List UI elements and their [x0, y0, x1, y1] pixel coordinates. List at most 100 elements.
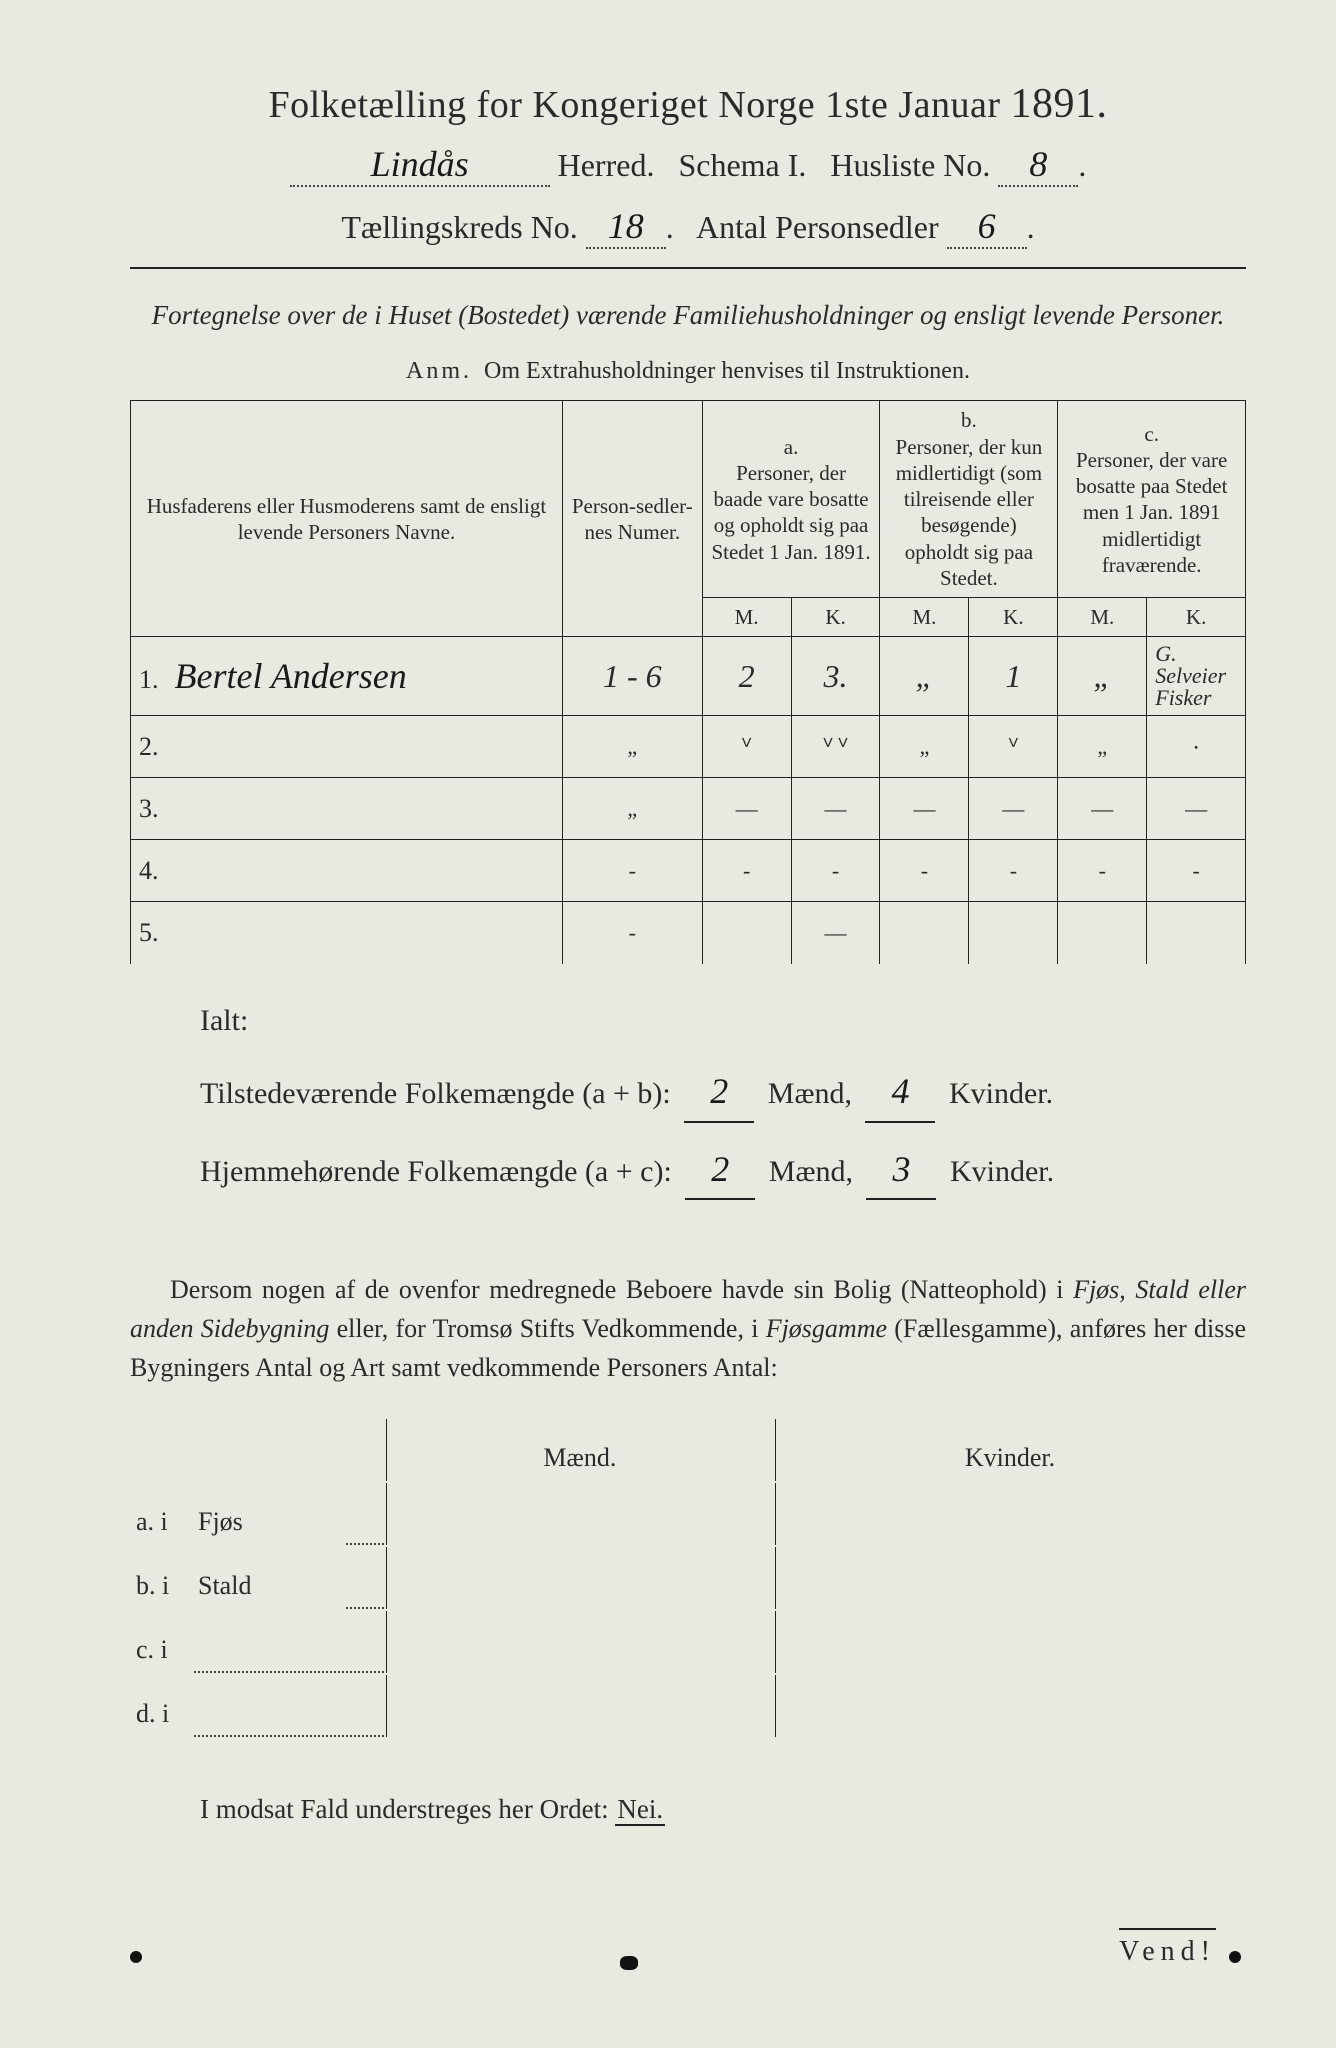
row-m [386, 1611, 773, 1673]
kvinder-label: Kvinder. [949, 1077, 1053, 1110]
cell-name: 1. Bertel Andersen [131, 637, 563, 716]
cell-name: 4. [131, 840, 563, 902]
row-number: 3. [139, 794, 169, 823]
cell-bm [880, 902, 969, 964]
row-label: c. i [132, 1611, 192, 1673]
schema-label: Schema I. [678, 147, 806, 183]
divider [130, 267, 1246, 269]
col-c-m: M. [1058, 598, 1147, 637]
row-m [386, 1675, 773, 1737]
cell-ak: - [791, 840, 880, 902]
building-row: c. i [132, 1611, 1244, 1673]
cell-ck [1147, 902, 1246, 964]
cell-am: - [702, 840, 791, 902]
table-row: 5. - — [131, 902, 1246, 964]
cell-bm: „ [880, 716, 969, 778]
ialt-title: Ialt: [200, 1004, 1246, 1038]
maend-label: Mænd, [768, 1077, 852, 1110]
row2-m: 2 [685, 1141, 755, 1201]
cell-bk: — [969, 778, 1058, 840]
anm-prefix: Anm. [406, 358, 472, 384]
table-body: 1. Bertel Andersen 1 - 6 2 3. „ 1 „ G. S… [131, 637, 1246, 964]
cell-bk [969, 902, 1058, 964]
table-row: 2. „ ⱽ ⱽ ⱽ „ ⱽ „ ⸱ [131, 716, 1246, 778]
kreds-label: Tællingskreds No. [341, 209, 577, 245]
cell-name: 3. [131, 778, 563, 840]
col-a-k: K. [791, 598, 880, 637]
col-b-k: K. [969, 598, 1058, 637]
cell-ck: - [1147, 840, 1246, 902]
cell-cm: „ [1058, 637, 1147, 716]
kreds-row: Tællingskreds No. 18. Antal Personsedler… [130, 205, 1246, 249]
cell-ak: ⱽ ⱽ [791, 716, 880, 778]
col-a-label: a. Personer, der baade vare bosatte og o… [702, 401, 880, 598]
buildings-table: Mænd. Kvinder. a. i Fjøs b. i Stald c. i… [130, 1417, 1246, 1739]
col-names: Husfaderens eller Husmoderens samt de en… [131, 401, 563, 637]
cell-num: 1 - 6 [562, 637, 702, 716]
table-row: 3. „ — — — — — — [131, 778, 1246, 840]
cell-bm: — [880, 778, 969, 840]
annotation: Anm. Om Extrahusholdninger henvises til … [130, 358, 1246, 385]
cell-bm: „ [880, 637, 969, 716]
col-b-label: b. Personer, der kun midlertidigt (som t… [880, 401, 1058, 598]
cell-num: - [562, 840, 702, 902]
cell-ak: — [791, 778, 880, 840]
col-num: Person-sedler-nes Numer. [562, 401, 702, 637]
row-label: d. i [132, 1675, 192, 1737]
row-name: Fjøs [194, 1483, 344, 1545]
row1-label: Tilstedeværende Folkemængde (a + b): [200, 1077, 671, 1110]
row-number: 4. [139, 856, 169, 885]
kvinder-header: Kvinder. [775, 1419, 1244, 1481]
cell-cm: — [1058, 778, 1147, 840]
cell-am: 2 [702, 637, 791, 716]
cell-num: „ [562, 716, 702, 778]
row-label: a. i [132, 1483, 192, 1545]
building-row: d. i [132, 1675, 1244, 1737]
turn-over: Vend! [1119, 1928, 1216, 1968]
maend-header: Mænd. [386, 1419, 773, 1481]
punch-hole-icon [130, 1951, 142, 1963]
row-number: 1. [139, 665, 169, 694]
para-text1: Dersom nogen af de ovenfor medregnede Be… [170, 1275, 1073, 1304]
col-c-k: K. [1147, 598, 1246, 637]
herred-name: Lindås [290, 143, 550, 187]
herred-label: Herred. [558, 147, 655, 183]
maend-label: Mænd, [769, 1155, 853, 1188]
row-k [775, 1611, 1244, 1673]
table-row: 1. Bertel Andersen 1 - 6 2 3. „ 1 „ G. S… [131, 637, 1246, 716]
negation-line: I modsat Fald understreges her Ordet: Ne… [130, 1794, 1246, 1825]
cell-name: 5. [131, 902, 563, 964]
description: Fortegnelse over de i Huset (Bostedet) v… [130, 297, 1246, 333]
herred-row: Lindås Herred. Schema I. Husliste No. 8. [130, 143, 1246, 187]
row-dots [346, 1547, 384, 1609]
cell-bk: 1 [969, 637, 1058, 716]
row1-k: 4 [865, 1063, 935, 1123]
kvinder-label: Kvinder. [950, 1155, 1054, 1188]
page-title: Folketælling for Kongeriget Norge 1ste J… [130, 80, 1246, 128]
col-c-text: Personer, der vare bosatte paa Stedet me… [1066, 447, 1237, 578]
row-label: b. i [132, 1547, 192, 1609]
nei-word: Nei. [615, 1794, 665, 1826]
person-name: Bertel Andersen [175, 656, 407, 696]
building-row: b. i Stald [132, 1547, 1244, 1609]
col-b-letter: b. [888, 407, 1049, 433]
row-dots [194, 1611, 384, 1673]
title-year: 1891. [1011, 81, 1108, 127]
cell-bk: - [969, 840, 1058, 902]
col-c-letter: c. [1066, 421, 1237, 447]
row2-label: Hjemmehørende Folkemængde (a + c): [200, 1155, 672, 1188]
row-number: 2. [139, 732, 169, 761]
totals-row-ac: Hjemmehørende Folkemængde (a + c): 2 Mæn… [200, 1141, 1246, 1201]
row-k [775, 1483, 1244, 1545]
col-b-m: M. [880, 598, 969, 637]
cell-am [702, 902, 791, 964]
negation-text: I modsat Fald understreges her Ordet: [200, 1794, 609, 1824]
cell-num: - [562, 902, 702, 964]
col-b-text: Personer, der kun midlertidigt (som tilr… [888, 434, 1049, 592]
row1-m: 2 [684, 1063, 754, 1123]
cell-name: 2. [131, 716, 563, 778]
row-dots [346, 1483, 384, 1545]
para-em2: Fjøsgamme [766, 1314, 887, 1343]
cell-bm: - [880, 840, 969, 902]
punch-hole-icon [1229, 1951, 1241, 1963]
